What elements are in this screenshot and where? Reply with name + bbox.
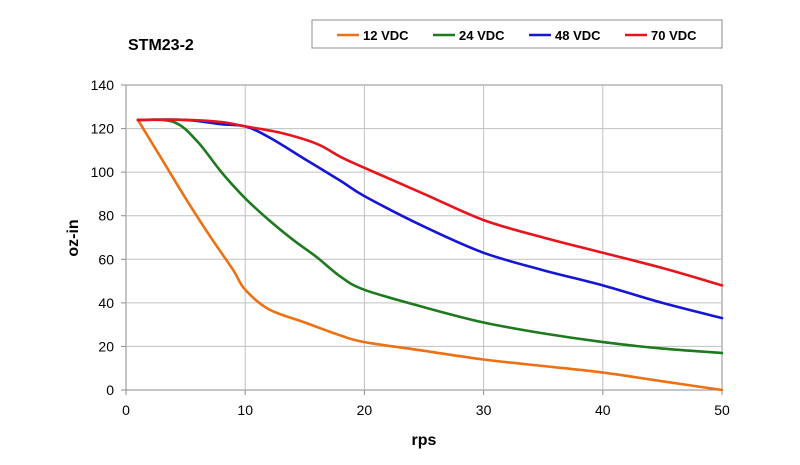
y-tick-label: 40 [98, 295, 114, 311]
y-tick-label: 100 [91, 164, 115, 180]
x-tick-label: 0 [122, 402, 130, 418]
series-group [136, 118, 724, 392]
series-line-70-vdc [136, 118, 724, 287]
legend-box [311, 19, 723, 49]
y-axis-label: oz-in [65, 219, 82, 256]
x-tick-label: 50 [714, 402, 730, 418]
y-tick-label: 80 [98, 208, 114, 224]
x-tick-label: 40 [595, 402, 611, 418]
x-tick-label: 20 [357, 402, 373, 418]
legend: 12 VDC 24 VDC 48 VDC 70 VDC [337, 28, 697, 43]
y-tick-label: 140 [91, 77, 115, 93]
legend-entry-label: 24 VDC [459, 28, 505, 43]
legend-entry-label: 70 VDC [651, 28, 697, 43]
grid [126, 85, 722, 390]
legend-entry-label: 12 VDC [363, 28, 409, 43]
x-tick-label: 30 [476, 402, 492, 418]
x-axis-label: rps [412, 432, 437, 449]
series-line-48-vdc [136, 118, 724, 320]
y-tick-label: 120 [91, 121, 115, 137]
y-tick-label: 60 [98, 251, 114, 267]
y-ticks: 0 20 40 60 80 100 120 140 [91, 77, 126, 398]
series-line-12-vdc [136, 118, 724, 392]
chart-title: STM23-2 [128, 37, 194, 54]
x-ticks: 0 10 20 30 40 50 [122, 390, 730, 418]
plot-area [125, 84, 723, 391]
series-line-24-vdc [136, 118, 724, 355]
legend-entry-label: 48 VDC [555, 28, 601, 43]
x-tick-label: 10 [237, 402, 253, 418]
y-tick-label: 20 [98, 338, 114, 354]
y-tick-label: 0 [106, 382, 114, 398]
